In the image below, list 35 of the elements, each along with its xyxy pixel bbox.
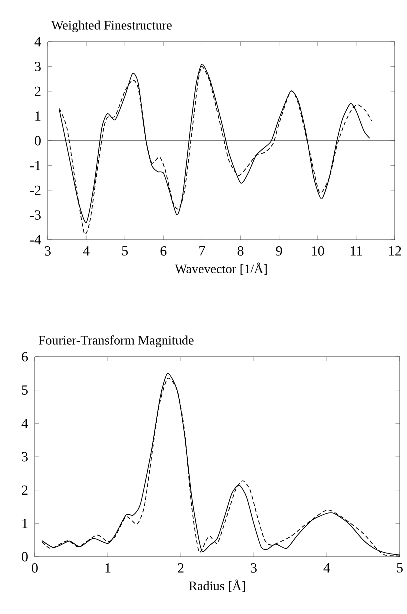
- y-tick-label: -1: [30, 161, 41, 170]
- y-tick-label: 1: [36, 112, 41, 121]
- x-tick-label: 7: [200, 246, 206, 256]
- x-axis-title: Radius [Å]: [189, 580, 246, 592]
- x-tick-label: 8: [238, 246, 244, 256]
- x-tick-label: 3: [251, 564, 258, 573]
- x-tick-label: 12: [389, 246, 402, 256]
- chart-title: Fourier-Transform Magnitude: [38, 336, 194, 348]
- y-tick-label: 1: [22, 519, 28, 528]
- y-tick-label: 5: [22, 386, 28, 395]
- x-tick-label: 5: [397, 564, 404, 573]
- y-tick-label: 4: [34, 37, 42, 47]
- y-tick-label: -2: [30, 186, 41, 196]
- y-tick-label: 0: [22, 552, 28, 562]
- x-axis-title: Wavevector [1/Å]: [175, 262, 268, 276]
- y-tick-label: 6: [22, 352, 28, 362]
- y-tick-label: 0: [35, 136, 42, 146]
- y-tick-label: -4: [30, 235, 42, 245]
- x-tick-label: 6: [160, 246, 167, 256]
- y-tick-label: 3: [22, 452, 28, 462]
- x-tick-label: 5: [122, 246, 128, 256]
- x-tick-label: 2: [178, 564, 184, 573]
- x-tick-label: 4: [83, 246, 90, 256]
- y-tick-label: 2: [22, 486, 28, 495]
- y-tick-label: -3: [30, 210, 42, 220]
- x-tick-label: 4: [324, 564, 330, 573]
- x-tick-label: 10: [312, 246, 324, 256]
- x-tick-label: 9: [276, 246, 282, 256]
- x-tick-label: 1: [106, 564, 111, 573]
- x-tick-label: 11: [351, 246, 362, 256]
- y-tick-label: 4: [22, 419, 28, 428]
- y-tick-label: 2: [35, 86, 41, 96]
- x-tick-label: 3: [45, 246, 52, 256]
- y-tick-label: 3: [35, 62, 42, 72]
- chart-title: Weighted Finestructure: [52, 20, 172, 33]
